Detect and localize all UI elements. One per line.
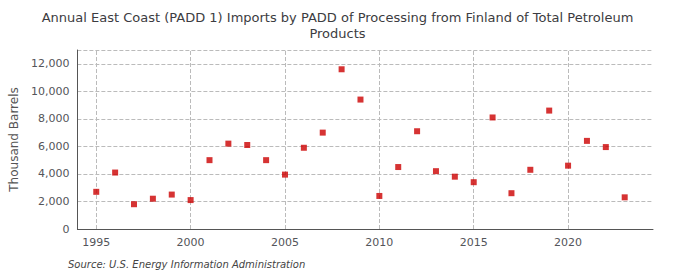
svg-text:2010: 2010 <box>365 236 393 249</box>
svg-text:2,000: 2,000 <box>38 195 70 208</box>
svg-text:12,000: 12,000 <box>31 57 70 70</box>
svg-text:2015: 2015 <box>460 236 488 249</box>
svg-text:2005: 2005 <box>271 236 299 249</box>
svg-text:6,000: 6,000 <box>38 140 70 153</box>
svg-text:10,000: 10,000 <box>31 85 70 98</box>
svg-text:Annual East Coast (PADD 1) Imp: Annual East Coast (PADD 1) Imports by PA… <box>42 10 634 25</box>
svg-text:1995: 1995 <box>82 236 110 249</box>
svg-text:Thousand Barrels: Thousand Barrels <box>7 87 21 192</box>
svg-text:2020: 2020 <box>554 236 582 249</box>
svg-text:Source: U.S. Energy Informatio: Source: U.S. Energy Information Administ… <box>68 259 305 270</box>
svg-text:2000: 2000 <box>177 236 205 249</box>
svg-text:Products: Products <box>309 26 365 41</box>
svg-text:4,000: 4,000 <box>38 167 70 180</box>
svg-text:0: 0 <box>62 223 69 236</box>
svg-text:8,000: 8,000 <box>38 112 70 125</box>
